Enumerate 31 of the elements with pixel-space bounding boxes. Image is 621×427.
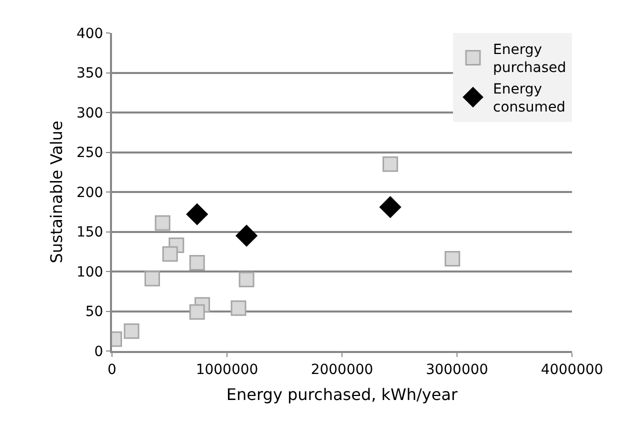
- x-tick-label: 2000000: [310, 362, 374, 378]
- point: [382, 156, 398, 172]
- y-tick-label: 0: [94, 344, 104, 360]
- y-tick-label: 200: [76, 184, 104, 201]
- x-tick-label: 1000000: [196, 362, 258, 378]
- y-tick-label: 150: [76, 224, 104, 241]
- y-tick-label: 50: [85, 304, 104, 320]
- x-tick-label: 4000000: [540, 362, 604, 378]
- point: [236, 224, 258, 247]
- legend-label: Energy consumed: [493, 81, 566, 116]
- y-tick-label: 400: [76, 26, 104, 42]
- legend-label: Energy purchased: [493, 42, 566, 76]
- point: [444, 251, 460, 267]
- x-axis-title: Energy purchased, kWh/year: [226, 385, 458, 404]
- point: [162, 246, 178, 262]
- y-tick-label: 350: [76, 66, 104, 82]
- x-tick-label: 0: [108, 362, 116, 378]
- point: [379, 196, 402, 218]
- y-tick-label: 100: [76, 264, 104, 280]
- point: [144, 270, 160, 286]
- point: [154, 215, 170, 231]
- point: [124, 323, 140, 339]
- point: [238, 272, 254, 288]
- point: [230, 300, 246, 316]
- point: [189, 304, 205, 320]
- y-tick-label: 300: [76, 105, 104, 122]
- point: [189, 255, 205, 271]
- y-tick-label: 250: [76, 145, 104, 162]
- x-tick-label: 3000000: [426, 362, 488, 378]
- y-axis-title: Sustainable Value: [46, 120, 66, 264]
- point: [186, 203, 208, 226]
